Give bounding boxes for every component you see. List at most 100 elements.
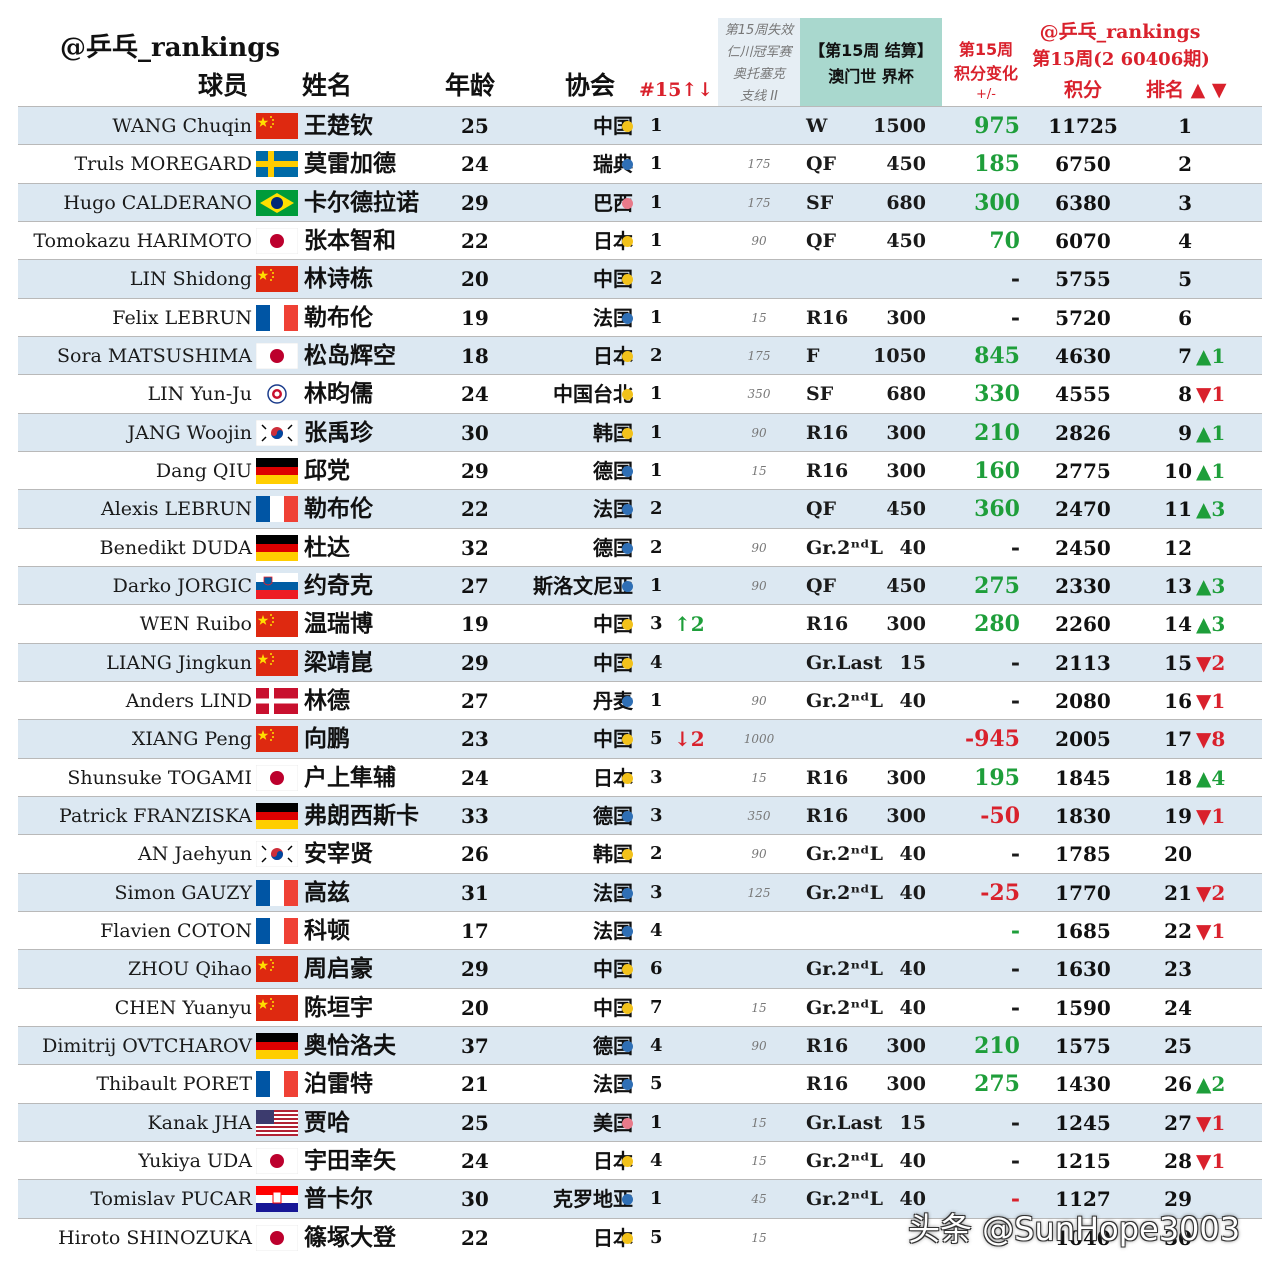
rank-change: ▲3 [1196, 573, 1226, 598]
player-age: 22 [461, 1225, 489, 1250]
player-name: Sora MATSUSHIMA [56, 344, 252, 367]
expiring-points: 90 [751, 693, 767, 708]
player-name: Kanak JHA [147, 1111, 252, 1134]
world-rank: 15 [1164, 650, 1192, 675]
expiring-points [718, 107, 800, 145]
points-change: - [1010, 649, 1020, 676]
association-rank: 1 [650, 459, 663, 481]
player-chinese-name: 约奇克 [304, 572, 373, 599]
association-dot-icon [622, 350, 633, 362]
association-dot-icon [622, 810, 633, 822]
world-rank: 12 [1164, 535, 1192, 560]
player-association: 斯洛文尼亚 [533, 573, 633, 598]
association-rank: 1 [650, 153, 663, 175]
event-result: Gr.Last [806, 651, 883, 674]
player-chinese-name: 卡尔德拉诺 [304, 189, 419, 216]
player-name: LIN Yun-Ju [147, 383, 252, 406]
points-change: 275 [974, 572, 1020, 599]
table-row: Shunsuke TOGAMI 户上隼辅 24 日本 3 15 R16 300 195 1845 1… [18, 757, 1262, 797]
total-points: 1575 [1055, 1033, 1111, 1058]
col-header-result: 【第15周 结算】 澳门世 界杯 [800, 38, 942, 90]
expiring-points: 90 [751, 425, 767, 440]
world-rank: 18 [1164, 765, 1192, 790]
world-rank: 5 [1178, 267, 1192, 292]
player-name: Simon GAUZY [114, 881, 252, 904]
world-rank: 25 [1164, 1033, 1192, 1058]
expiring-points: 15 [751, 1153, 767, 1168]
world-rank: 22 [1164, 918, 1192, 943]
total-points: 1785 [1055, 842, 1111, 867]
world-rank: 14 [1164, 612, 1192, 637]
event-result: W [806, 115, 828, 137]
event-result: Gr.2ⁿᵈL [806, 843, 884, 866]
player-chinese-name: 科顿 [304, 917, 350, 944]
china-flag-icon [256, 611, 298, 638]
rank-change: ▼1 [1196, 803, 1226, 828]
event-points: 40 [899, 536, 926, 559]
player-name: Felix LEBRUN [112, 306, 252, 329]
points-change: - [1010, 687, 1020, 714]
player-association: 克罗地亚 [553, 1187, 633, 1212]
association-dot-icon [622, 1194, 633, 1206]
event-result: Gr.2ⁿᵈL [806, 1188, 884, 1211]
player-name: Shunsuke TOGAMI [67, 766, 252, 789]
points-change: - [1010, 304, 1020, 331]
china-flag-icon [256, 726, 298, 753]
expiring-points: 15 [751, 1115, 767, 1130]
table-row: XIANG Peng 向鹏 23 中国 5 ↓2 1000 -945 2005 17 ▼8 [18, 719, 1262, 759]
change-header-line3: +/- [976, 87, 996, 102]
table-row: Truls MOREGARD 莫雷加德 24 瑞典 1 175 QF 450 185 6750 2 [18, 144, 1262, 184]
total-points: 2775 [1055, 458, 1111, 483]
table-row: Kanak JHA 贾哈 25 美国 1 15 Gr.Last 15-1245 27 ▼1 [18, 1102, 1262, 1142]
player-chinese-name: 陈垣宇 [304, 994, 373, 1021]
world-rank: 2 [1178, 152, 1192, 177]
world-rank: 10 [1164, 458, 1192, 483]
player-name: Hugo CALDERANO [63, 191, 252, 214]
event-points: 300 [886, 306, 926, 329]
world-rank: 23 [1164, 957, 1192, 982]
total-points: 6070 [1055, 228, 1111, 253]
table-row: ZHOU Qihao 周启豪 29 中国 6 Gr.2ⁿᵈL 40-1630 23 [18, 949, 1262, 989]
association-dot-icon [622, 121, 633, 132]
association-rank: 4 [650, 1034, 663, 1056]
total-points: 2330 [1055, 573, 1111, 598]
player-chinese-name: 向鹏 [304, 726, 350, 753]
event-result: QF [806, 498, 837, 521]
table-row: WEN Ruibo 温瑞博 19 中国 3 ↑2 R16 300 280 2260 14 ▲3 [18, 604, 1262, 644]
change-header-line1: 第15周 [958, 40, 1014, 59]
player-chinese-name: 普卡尔 [304, 1186, 373, 1213]
player-age: 25 [461, 1110, 489, 1135]
change-header-line2: 积分变化 [953, 64, 1018, 83]
association-dot-icon [622, 657, 633, 669]
event-points: 680 [886, 383, 926, 406]
player-chinese-name: 松岛辉空 [304, 342, 396, 369]
player-name: Benedikt DUDA [99, 536, 252, 559]
player-age: 24 [461, 382, 489, 407]
points-change: 210 [974, 1032, 1020, 1059]
germany-flag-icon [256, 457, 298, 484]
expiring-points: 90 [751, 233, 767, 248]
world-rank: 28 [1164, 1148, 1192, 1173]
points-change: - [1010, 1147, 1020, 1174]
player-chinese-name: 梁靖崑 [304, 649, 373, 676]
event-result: R16 [806, 459, 849, 482]
rank-change: ▲2 [1196, 1072, 1226, 1097]
germany-flag-icon [256, 1032, 298, 1059]
expiring-points: 350 [747, 808, 771, 823]
world-rank: 30 [1164, 1225, 1192, 1250]
points-change: - [1010, 841, 1020, 868]
table-row: Flavien COTON 科顿 17 法国 4-1685 22 ▼1 [18, 910, 1262, 950]
total-points: 1245 [1055, 1110, 1111, 1135]
player-chinese-name: 张禹珍 [304, 419, 373, 446]
world-rank: 16 [1164, 688, 1192, 713]
japan-flag-icon [256, 1147, 298, 1174]
expiring-points: 45 [751, 1192, 767, 1207]
expiring-points: 15 [751, 463, 767, 478]
event-points: 40 [899, 958, 926, 981]
col-header-expire: 第15周失效 仁川冠军赛 奥托塞克 支线 II [718, 20, 800, 108]
table-row: Patrick FRANZISKA 弗朗西斯卡 33 德国 3 350 R16 300 -50 1… [18, 795, 1262, 835]
total-points: 1430 [1055, 1072, 1111, 1097]
sweden-flag-icon [256, 151, 298, 178]
event-points: 40 [899, 689, 926, 712]
table-row: AN Jaehyun 安宰贤 26 韩国 2 90 Gr.2ⁿᵈL 40-1785 20 [18, 834, 1262, 874]
